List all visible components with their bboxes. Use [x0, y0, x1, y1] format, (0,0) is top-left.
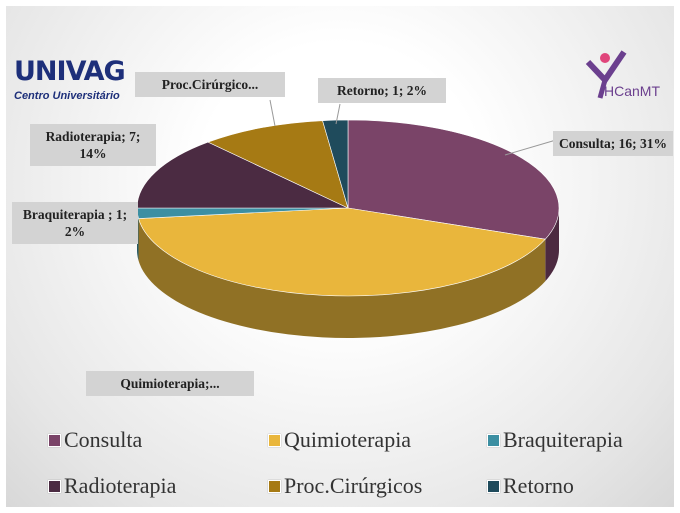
data-label: Proc.Cirúrgico... — [135, 72, 285, 97]
data-label: Braquiterapia ; 1; 2% — [12, 202, 138, 244]
slice — [138, 207, 546, 297]
data-label: Retorno; 1; 2% — [318, 78, 446, 103]
legend-swatch — [268, 433, 281, 447]
legend-label: Braquiterapia — [503, 427, 623, 452]
legend-item: Braquiterapia — [487, 427, 623, 453]
logo-caption: Centro Universitário — [14, 90, 120, 102]
slice — [347, 119, 560, 240]
legend-item: Consulta — [48, 427, 142, 453]
legend-label: Proc.Cirúrgicos — [284, 473, 423, 498]
legend-item: Radioterapia — [48, 473, 176, 499]
legend-label: Radioterapia — [64, 473, 177, 498]
legend-label: Retorno — [503, 473, 574, 498]
legend-item: Quimioterapia — [268, 427, 411, 453]
legend-label: Consulta — [64, 427, 143, 452]
legend-swatch — [268, 479, 281, 493]
slice — [207, 120, 349, 209]
legend-swatch — [487, 433, 500, 447]
leader-line — [504, 139, 557, 156]
data-label: Quimioterapia;... — [86, 371, 254, 396]
logo-icon — [585, 50, 627, 99]
data-label: Radioterapia; 7; 14% — [30, 124, 156, 166]
legend-swatch — [48, 479, 61, 493]
slice — [322, 119, 349, 209]
logo-univag: UNIVAG — [14, 56, 126, 87]
legend-item: Proc.Cirúrgicos — [268, 473, 422, 499]
slice-side — [545, 208, 559, 282]
legend-swatch — [487, 479, 500, 493]
data-label: Consulta; 16; 31% — [553, 131, 673, 156]
legend-swatch — [48, 433, 61, 447]
leader-line — [335, 103, 341, 125]
slice-side — [138, 218, 546, 339]
legend-item: Retorno — [487, 473, 574, 499]
logo-hcanmt: HCanMT — [604, 83, 661, 99]
leader-line — [269, 99, 276, 127]
legend-label: Quimioterapia — [284, 427, 412, 452]
